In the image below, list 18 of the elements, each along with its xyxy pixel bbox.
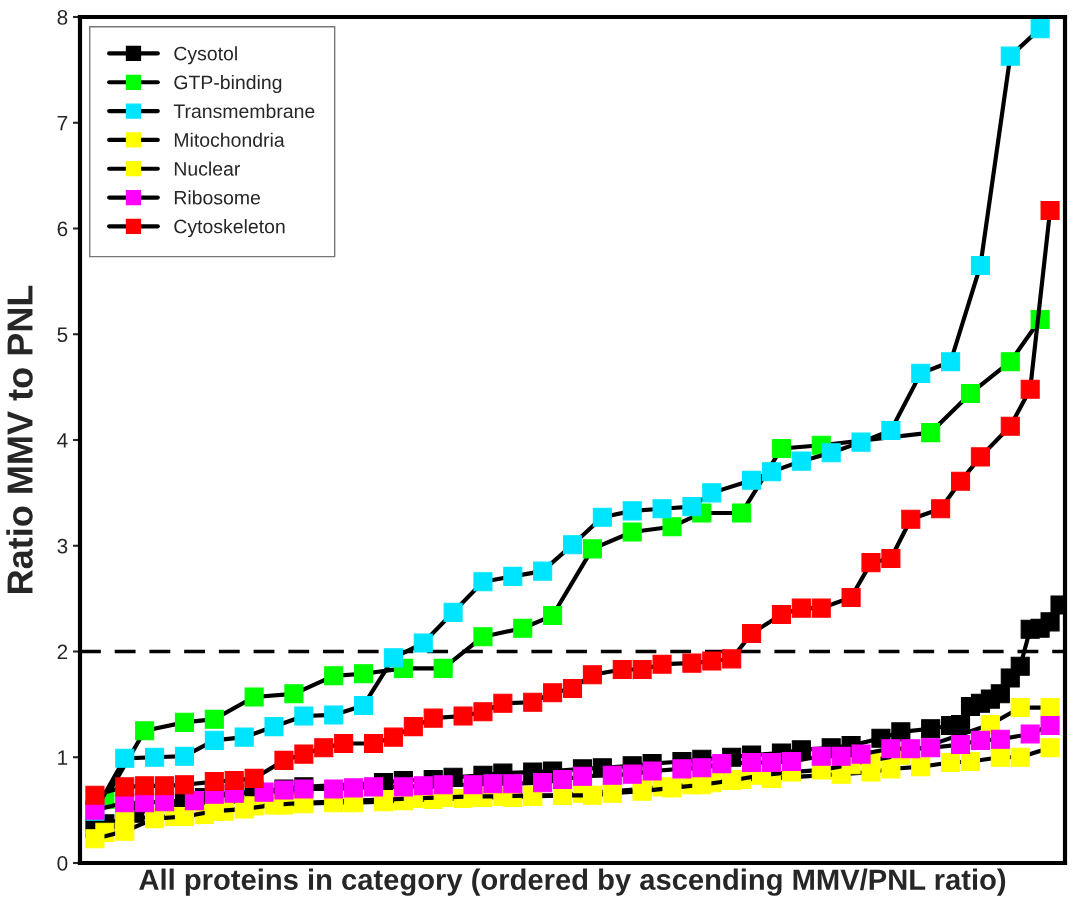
- legend-label: Nuclear: [174, 161, 241, 176]
- y-tick-label: 2: [57, 644, 68, 660]
- y-tick-label: 5: [57, 327, 68, 342]
- legend-label: Transmembrane: [173, 103, 315, 119]
- y-axis-title: Ratio MMV to PNL: [6, 285, 33, 594]
- legend-label: GTP-binding: [174, 74, 282, 94]
- y-tick-label: 4: [57, 433, 68, 448]
- y-tick-label: 3: [57, 538, 68, 554]
- x-axis-title: All proteins in category (ordered by ascending MMV/PNL ratio): [139, 868, 1006, 896]
- legend-label: Ribosome: [174, 190, 261, 205]
- y-tick-label: 7: [57, 115, 68, 131]
- y-tick-label: 1: [58, 750, 68, 765]
- y-tick-label: 0: [57, 856, 68, 871]
- legend-label: Cysotol: [174, 46, 237, 65]
- legend-label: Cytoskeleton: [174, 219, 285, 238]
- y-tick-label: 6: [57, 221, 68, 237]
- y-tick-label: 8: [57, 10, 68, 25]
- legend-label: Mitochondria: [174, 132, 285, 147]
